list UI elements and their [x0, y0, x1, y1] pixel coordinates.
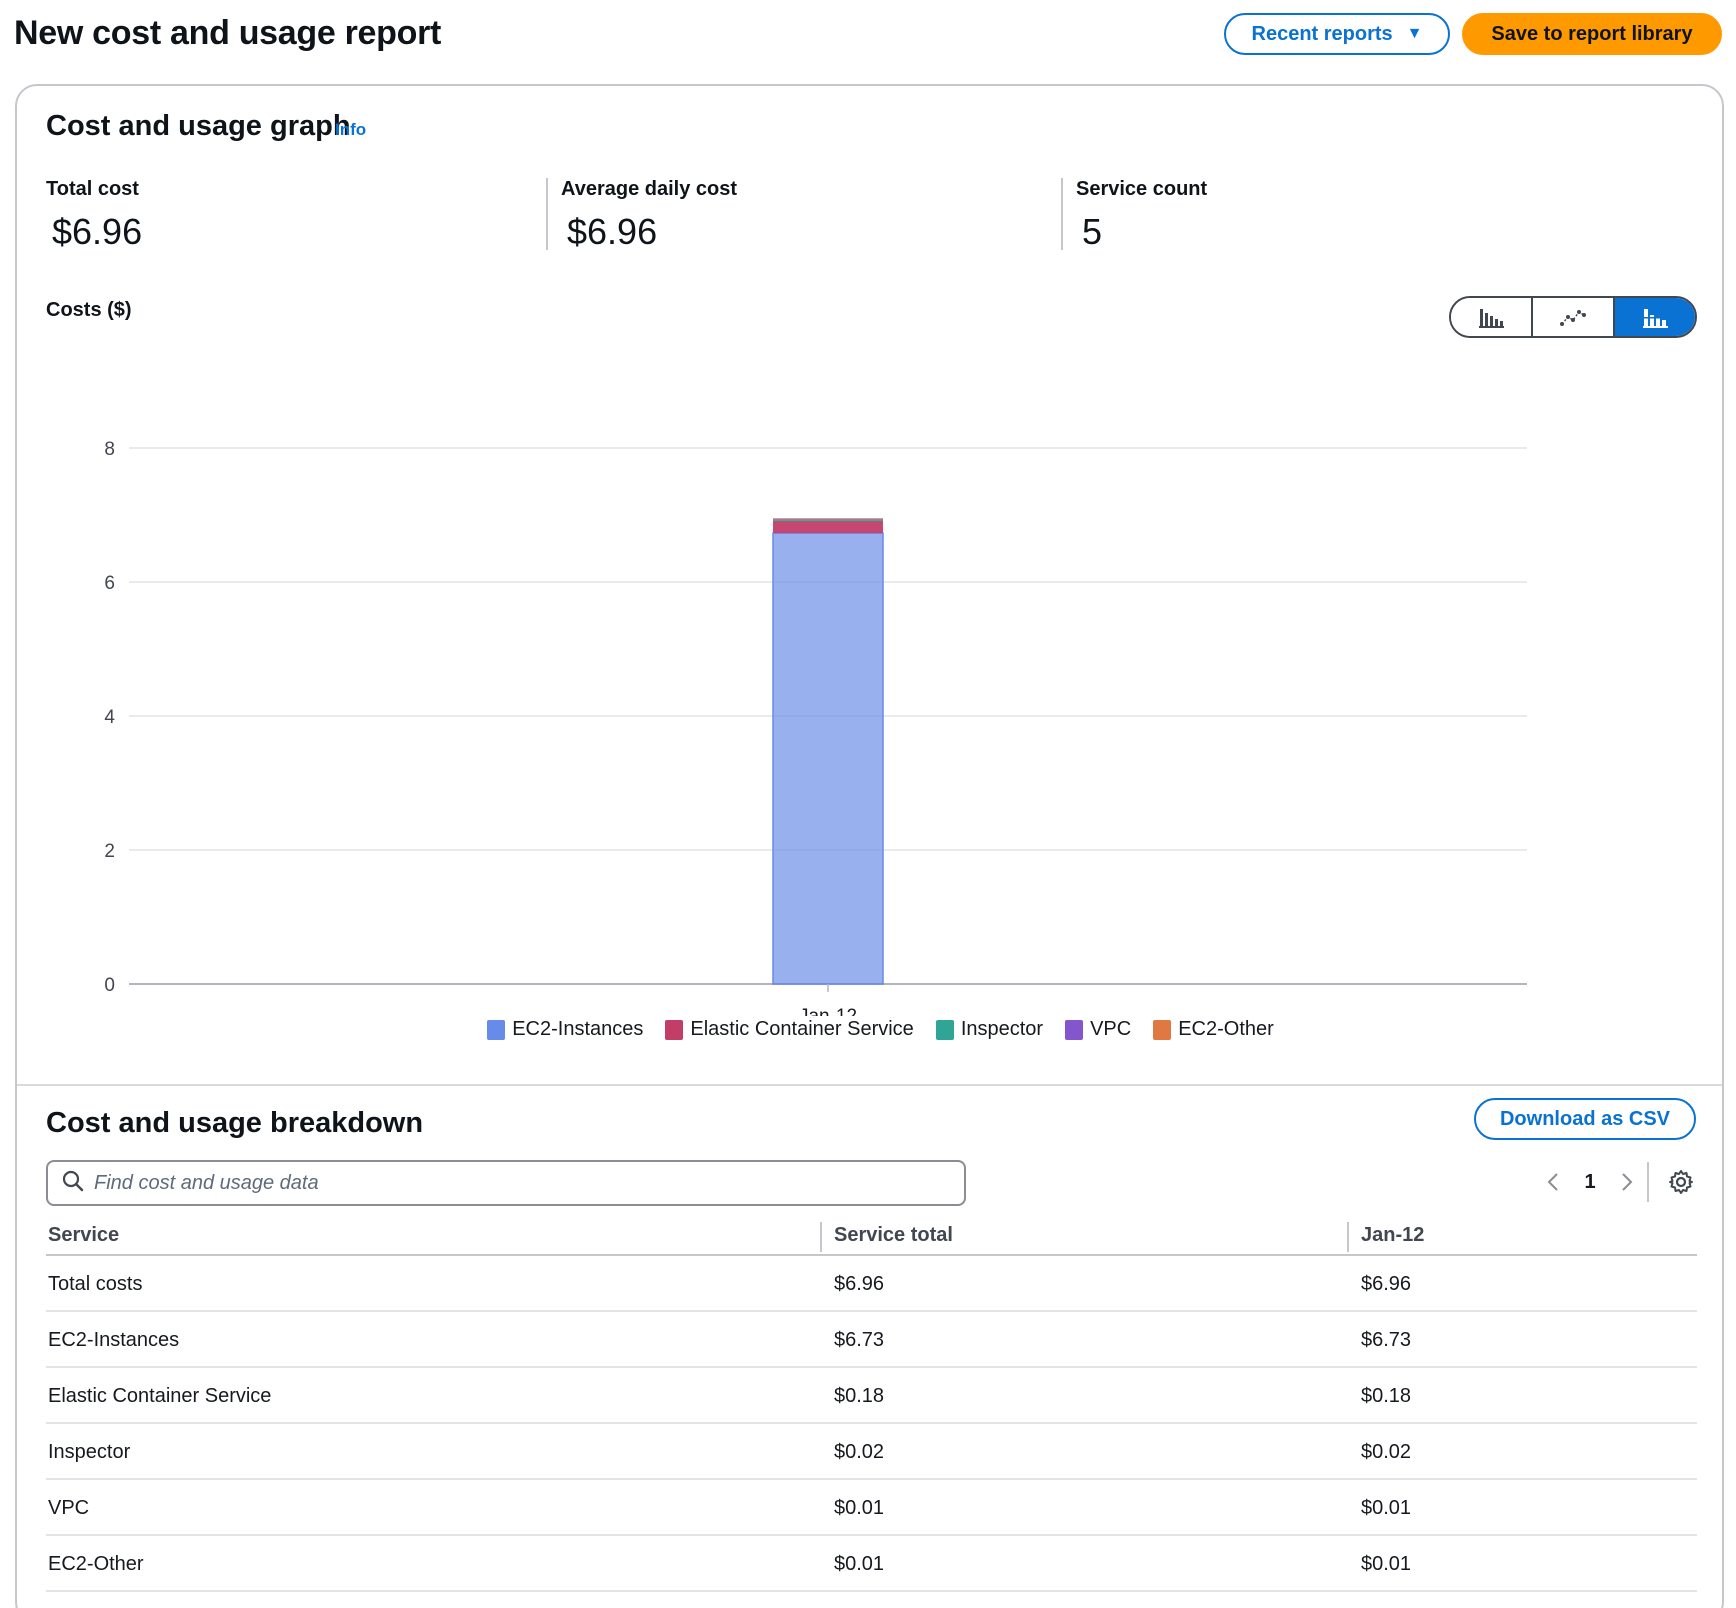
cell-service-total: $0.18 — [834, 1384, 885, 1407]
legend-label: Inspector — [960, 1018, 1044, 1040]
bar-chart-icon[interactable] — [1451, 298, 1531, 336]
kpi-value: $6.96 — [52, 211, 143, 252]
cell-service-total: $0.02 — [834, 1440, 885, 1463]
bar-segment-inspector — [773, 519, 883, 522]
bar-segment-ec2-instances — [772, 532, 884, 985]
kpi-value: 5 — [1082, 211, 1103, 252]
legend-swatch — [935, 1019, 954, 1040]
y-tick-label: 4 — [104, 707, 115, 728]
legend-swatch — [1153, 1019, 1172, 1040]
cell-service-total: $0.01 — [834, 1496, 885, 1519]
bar-segment-ec2-other — [773, 518, 883, 520]
save-to-report-library-button[interactable]: Save to report library — [1462, 13, 1722, 55]
column-header-service-total[interactable]: Service total — [834, 1223, 953, 1246]
cell-service: Elastic Container Service — [48, 1384, 272, 1407]
column-header-jan-12[interactable]: Jan-12 — [1361, 1223, 1425, 1246]
caret-down-icon: ▼ — [1406, 25, 1423, 42]
line-chart-icon[interactable] — [1531, 298, 1613, 336]
cell-jan-12: $0.18 — [1361, 1384, 1412, 1407]
table-header: Service Service total Jan-12 — [46, 1214, 1697, 1256]
page-header: New cost and usage report Recent reports… — [14, 0, 1722, 72]
bar-segment-vpc — [773, 518, 883, 520]
x-tick-label: Jan-12 — [799, 1006, 857, 1016]
cell-service: VPC — [48, 1496, 90, 1519]
column-divider[interactable] — [1347, 1222, 1349, 1252]
chevron-right-icon[interactable] — [1611, 1166, 1643, 1198]
cell-service-total: $6.96 — [834, 1272, 885, 1295]
kpi-divider — [546, 178, 548, 250]
breakdown-table: Service Service total Jan-12 Total costs… — [46, 1214, 1697, 1592]
table-row: Elastic Container Service $0.18 $0.18 — [46, 1368, 1697, 1424]
legend-swatch — [487, 1019, 506, 1040]
search-field — [46, 1160, 966, 1206]
table-row: Total costs $6.96 $6.96 — [46, 1256, 1697, 1312]
legend-item[interactable]: Elastic Container Service — [665, 1018, 914, 1041]
cell-service: Inspector — [48, 1440, 131, 1463]
cell-service-total: $0.01 — [834, 1552, 885, 1575]
search-input[interactable] — [94, 1171, 934, 1195]
y-tick-label: 6 — [104, 573, 115, 594]
report-container: Cost and usage graph Info Total cost $6.… — [15, 84, 1724, 1608]
search-icon — [62, 1170, 84, 1197]
pager-divider — [1647, 1162, 1649, 1202]
cell-service-total: $6.73 — [834, 1328, 885, 1351]
table-row: VPC $0.01 $0.01 — [46, 1480, 1697, 1536]
stacked-bar-chart: 0 2 4 6 8 Jan-12 — [104, 439, 1527, 1016]
page-title: New cost and usage report — [14, 14, 442, 52]
kpi-value: $6.96 — [567, 211, 658, 252]
legend-label: Elastic Container Service — [690, 1018, 914, 1040]
table-row: Inspector $0.02 $0.02 — [46, 1424, 1697, 1480]
bar-segment-elastic-container-service — [773, 521, 883, 534]
kpi-label: Average daily cost — [561, 178, 738, 200]
chart-legend: EC2-Instances Elastic Container Service In… — [17, 1018, 1722, 1041]
chart-y-axis-label: Costs ($) — [46, 299, 132, 321]
column-divider[interactable] — [820, 1222, 822, 1252]
section-divider — [17, 1084, 1722, 1086]
gear-icon[interactable] — [1665, 1166, 1697, 1198]
legend-item[interactable]: EC2-Instances — [487, 1018, 643, 1041]
kpi-service-count: Service count 5 — [1076, 178, 1207, 254]
column-header-service[interactable]: Service — [48, 1223, 120, 1246]
y-tick-label: 8 — [104, 439, 115, 460]
legend-item[interactable]: Inspector — [935, 1018, 1044, 1041]
kpi-average-daily-cost: Average daily cost $6.96 — [561, 178, 737, 254]
cell-service: Total costs — [48, 1272, 143, 1295]
table-row: EC2-Other $0.01 $0.01 — [46, 1536, 1697, 1592]
table-row: EC2-Instances $6.73 $6.73 — [46, 1312, 1697, 1368]
page-number[interactable]: 1 — [1584, 1170, 1596, 1193]
breakdown-section-title: Cost and usage breakdown — [46, 1107, 424, 1139]
legend-label: EC2-Instances — [512, 1018, 644, 1040]
graph-section-title: Cost and usage graph — [46, 110, 351, 142]
kpi-label: Service count — [1076, 178, 1208, 200]
legend-swatch — [1065, 1019, 1084, 1040]
kpi-label: Total cost — [46, 178, 139, 200]
legend-swatch — [665, 1019, 684, 1040]
pagination: 1 — [1537, 1162, 1643, 1202]
chart-type-toggle — [1449, 296, 1697, 338]
cell-jan-12: $0.01 — [1361, 1552, 1412, 1575]
cell-jan-12: $0.02 — [1361, 1440, 1412, 1463]
y-tick-label: 2 — [104, 841, 115, 862]
cell-service: EC2-Other — [48, 1552, 144, 1575]
legend-label: VPC — [1090, 1018, 1132, 1040]
cell-jan-12: $6.96 — [1361, 1272, 1412, 1295]
legend-label: EC2-Other — [1178, 1018, 1274, 1040]
download-csv-button[interactable]: Download as CSV — [1474, 1098, 1696, 1140]
chevron-left-icon[interactable] — [1537, 1166, 1569, 1198]
legend-item[interactable]: EC2-Other — [1153, 1018, 1274, 1041]
stacked-bar-chart-icon[interactable] — [1613, 298, 1695, 336]
kpi-total-cost: Total cost $6.96 — [46, 178, 142, 254]
cell-service: EC2-Instances — [48, 1328, 180, 1351]
info-link[interactable]: Info — [335, 120, 367, 139]
cell-jan-12: $6.73 — [1361, 1328, 1412, 1351]
kpi-divider — [1061, 178, 1063, 250]
cell-jan-12: $0.01 — [1361, 1496, 1412, 1519]
recent-reports-button[interactable]: Recent reports ▼ — [1224, 13, 1450, 55]
legend-item[interactable]: VPC — [1065, 1018, 1131, 1041]
y-tick-label: 0 — [104, 975, 115, 996]
recent-reports-label: Recent reports — [1251, 22, 1393, 45]
